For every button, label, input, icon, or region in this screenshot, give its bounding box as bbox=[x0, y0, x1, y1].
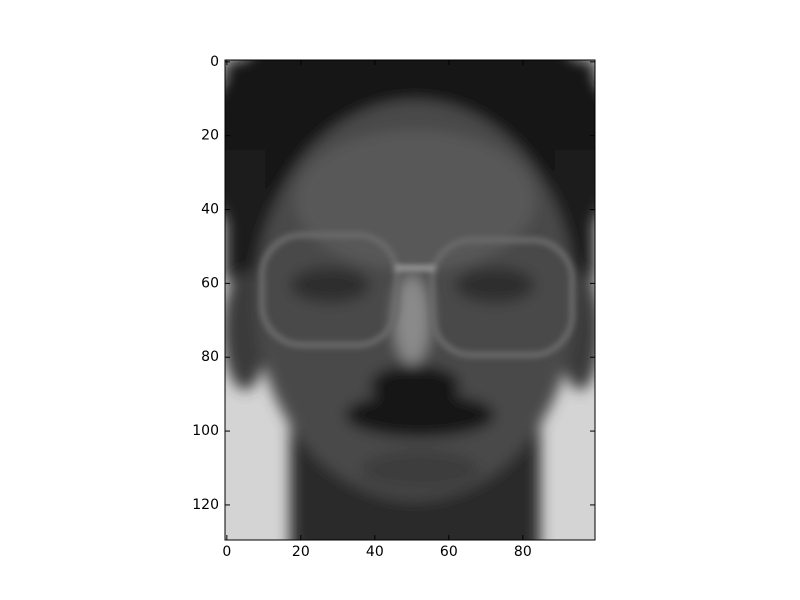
y-tick-label: 0 bbox=[210, 54, 219, 70]
y-tick-label: 40 bbox=[201, 202, 219, 218]
y-tick-label: 60 bbox=[201, 275, 219, 291]
x-tick-label: 80 bbox=[514, 544, 532, 560]
axes-frame bbox=[224, 59, 596, 541]
y-tick-label: 20 bbox=[201, 128, 219, 144]
x-tick-label: 0 bbox=[222, 544, 231, 560]
x-tick-label: 20 bbox=[292, 544, 310, 560]
y-tick-label: 120 bbox=[192, 497, 219, 513]
x-tick-label: 40 bbox=[366, 544, 384, 560]
y-tick-label: 100 bbox=[192, 423, 219, 439]
y-tick-label: 80 bbox=[201, 349, 219, 365]
image bbox=[225, 60, 595, 540]
x-tick-label: 60 bbox=[440, 544, 458, 560]
